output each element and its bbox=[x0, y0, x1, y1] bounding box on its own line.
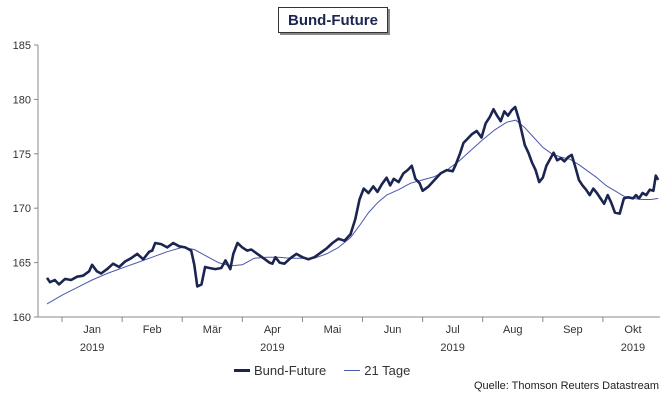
x-tick-label: Sep bbox=[563, 324, 583, 336]
chart-source: Quelle: Thomson Reuters Datastream bbox=[473, 380, 659, 392]
x-tick-label: Jul bbox=[446, 324, 460, 336]
x-year-label: 2019 bbox=[80, 342, 104, 354]
x-axis-ticks: JanFebMärAprMaiJunJulAugSepOktNov2019201… bbox=[61, 317, 645, 354]
legend-swatch-21-tage bbox=[344, 369, 361, 371]
chart-title: Bund-Future bbox=[278, 7, 388, 33]
y-axis-ticks: 160 165 170 175 180 185 bbox=[13, 40, 38, 324]
y-tick-label: 160 bbox=[13, 312, 31, 324]
y-tick-label: 175 bbox=[13, 149, 31, 161]
legend-item-bund-future: Bund-Future bbox=[234, 363, 326, 378]
x-year-label: 2019 bbox=[440, 342, 464, 354]
series-line-bund-future bbox=[45, 105, 660, 288]
x-tick-label: Jan bbox=[83, 324, 101, 336]
x-tick-label: Apr bbox=[264, 324, 281, 336]
x-tick-label: Feb bbox=[143, 324, 162, 336]
x-year-label: 2019 bbox=[260, 342, 284, 354]
x-tick-label: Aug bbox=[503, 324, 523, 336]
y-tick-label: 185 bbox=[13, 40, 31, 52]
x-tick-label: Jun bbox=[384, 324, 402, 336]
legend-label-21-tage: 21 Tage bbox=[364, 362, 411, 378]
series-layer bbox=[45, 105, 660, 305]
legend-swatch-bund-future bbox=[234, 368, 250, 372]
x-year-label: 2019 bbox=[621, 342, 645, 354]
y-tick-label: 180 bbox=[13, 94, 31, 106]
x-tick-label: Mai bbox=[324, 324, 342, 336]
chart-legend: Bund-Future 21 Tage bbox=[234, 362, 428, 378]
x-tick-label: Okt bbox=[624, 324, 641, 336]
legend-label-bund-future: Bund-Future bbox=[254, 362, 327, 378]
series-line-21-tage bbox=[46, 119, 659, 305]
x-tick-label: Mär bbox=[203, 324, 222, 336]
y-tick-label: 165 bbox=[13, 258, 31, 270]
legend-item-21-tage: 21 Tage bbox=[344, 363, 410, 378]
y-tick-label: 170 bbox=[13, 203, 31, 215]
